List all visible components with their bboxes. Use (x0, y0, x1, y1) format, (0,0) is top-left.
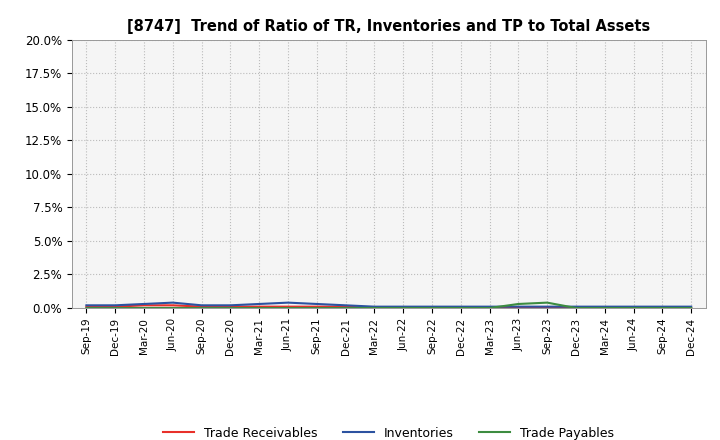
Inventories (629, 304, 638, 309)
Trade Payables (428, 305, 436, 311)
Trade Receivables (341, 304, 350, 309)
Inventories (572, 304, 580, 309)
Trade Receivables (255, 304, 264, 309)
Trade Receivables (111, 304, 120, 309)
Trade Receivables (140, 303, 148, 308)
Trade Receivables (168, 303, 177, 308)
Trade Payables (370, 305, 379, 311)
Trade Payables (341, 305, 350, 311)
Trade Receivables (629, 305, 638, 311)
Trade Receivables (485, 305, 494, 311)
Trade Payables (658, 305, 667, 311)
Inventories (312, 301, 321, 307)
Inventories (428, 304, 436, 309)
Trade Payables (687, 305, 696, 311)
Trade Payables (572, 305, 580, 311)
Inventories (687, 304, 696, 309)
Trade Receivables (284, 304, 292, 309)
Trade Receivables (82, 304, 91, 309)
Trade Receivables (197, 304, 206, 309)
Title: [8747]  Trend of Ratio of TR, Inventories and TP to Total Assets: [8747] Trend of Ratio of TR, Inventories… (127, 19, 650, 34)
Trade Payables (82, 305, 91, 311)
Trade Payables (543, 300, 552, 305)
Inventories (111, 303, 120, 308)
Inventories (399, 304, 408, 309)
Inventories (140, 301, 148, 307)
Inventories (226, 303, 235, 308)
Trade Payables (399, 305, 408, 311)
Trade Receivables (514, 305, 523, 311)
Trade Receivables (658, 305, 667, 311)
Inventories (514, 304, 523, 309)
Inventories (456, 304, 465, 309)
Trade Payables (456, 305, 465, 311)
Trade Payables (514, 301, 523, 307)
Trade Payables (255, 305, 264, 311)
Inventories (255, 301, 264, 307)
Trade Payables (168, 305, 177, 311)
Legend: Trade Receivables, Inventories, Trade Payables: Trade Receivables, Inventories, Trade Pa… (163, 427, 614, 440)
Line: Trade Payables: Trade Payables (86, 303, 691, 308)
Trade Payables (197, 305, 206, 311)
Inventories (543, 304, 552, 309)
Inventories (600, 304, 609, 309)
Trade Payables (140, 305, 148, 311)
Trade Receivables (399, 305, 408, 311)
Inventories (658, 304, 667, 309)
Trade Receivables (572, 305, 580, 311)
Line: Trade Receivables: Trade Receivables (86, 305, 691, 308)
Trade Payables (629, 305, 638, 311)
Inventories (197, 303, 206, 308)
Trade Payables (485, 305, 494, 311)
Trade Payables (312, 305, 321, 311)
Trade Receivables (226, 304, 235, 309)
Line: Inventories: Inventories (86, 303, 691, 307)
Inventories (370, 304, 379, 309)
Trade Receivables (370, 305, 379, 311)
Inventories (168, 300, 177, 305)
Inventories (284, 300, 292, 305)
Trade Receivables (687, 305, 696, 311)
Trade Payables (284, 305, 292, 311)
Trade Receivables (543, 305, 552, 311)
Inventories (82, 303, 91, 308)
Trade Receivables (456, 305, 465, 311)
Trade Payables (226, 305, 235, 311)
Trade Receivables (428, 305, 436, 311)
Inventories (485, 304, 494, 309)
Inventories (341, 303, 350, 308)
Trade Payables (600, 305, 609, 311)
Trade Payables (111, 305, 120, 311)
Trade Receivables (600, 305, 609, 311)
Trade Receivables (312, 304, 321, 309)
